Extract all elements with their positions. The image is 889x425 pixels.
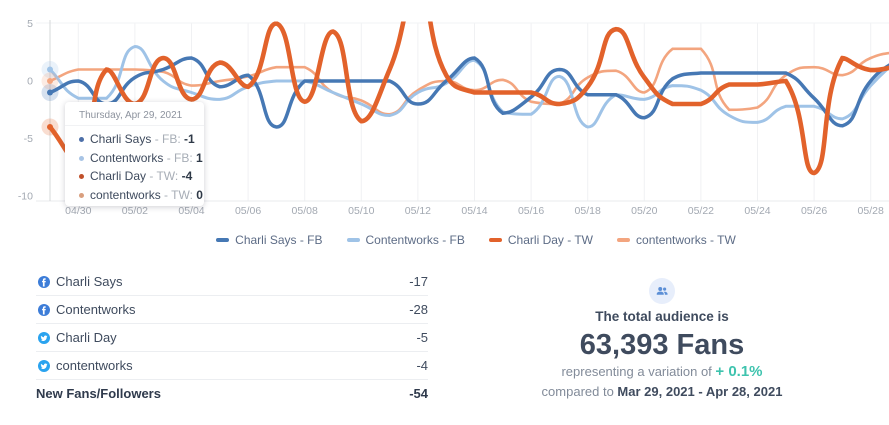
- svg-text:0: 0: [27, 76, 33, 88]
- svg-text:05/02: 05/02: [122, 205, 148, 217]
- svg-text:-5: -5: [24, 133, 33, 145]
- svg-text:05/16: 05/16: [518, 205, 544, 217]
- svg-text:5: 5: [27, 18, 33, 30]
- svg-text:-10: -10: [18, 191, 33, 203]
- svg-text:05/28: 05/28: [858, 205, 884, 217]
- svg-text:05/22: 05/22: [688, 205, 714, 217]
- svg-text:05/06: 05/06: [235, 205, 261, 217]
- svg-text:05/14: 05/14: [461, 205, 487, 217]
- svg-text:05/26: 05/26: [801, 205, 827, 217]
- svg-text:05/24: 05/24: [744, 205, 770, 217]
- svg-text:05/12: 05/12: [405, 205, 431, 217]
- svg-text:05/10: 05/10: [348, 205, 374, 217]
- svg-text:05/04: 05/04: [178, 205, 204, 217]
- svg-text:05/20: 05/20: [631, 205, 657, 217]
- svg-text:05/08: 05/08: [292, 205, 318, 217]
- svg-text:05/18: 05/18: [575, 205, 601, 217]
- svg-text:04/30: 04/30: [65, 205, 91, 217]
